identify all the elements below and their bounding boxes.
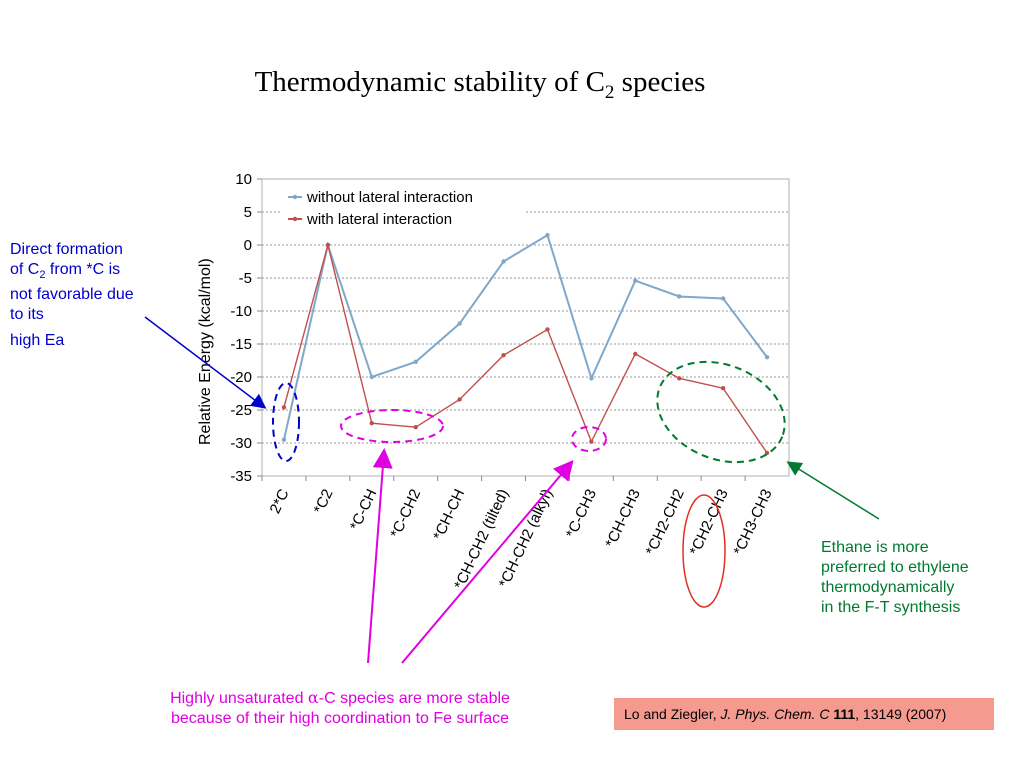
y-tick-labels: 10 5 0 -5 -10 -15 -20 -25 -30 -35	[230, 171, 252, 485]
data-point	[545, 232, 550, 238]
ethane-note-line2: preferred to ethylene	[821, 559, 969, 576]
x-tick-label: *C-CH2	[387, 487, 424, 541]
direct-note-line2: of C2 from *C is	[10, 261, 121, 282]
ethane-note-line3: thermodynamically	[821, 579, 955, 596]
data-point	[281, 405, 287, 410]
data-point	[589, 439, 594, 444]
magenta-arrow-left	[367, 448, 393, 664]
magenta-dashed-ellipse-left	[340, 409, 444, 443]
y-tick-label: -5	[239, 270, 252, 287]
data-point	[764, 355, 770, 360]
x-tick-label: 2*C	[267, 486, 293, 516]
legend-box	[282, 184, 526, 234]
data-point	[589, 376, 594, 381]
ethane-note-line4: in the F-T synthesis	[821, 599, 961, 616]
alpha-carbon-note: Highly unsaturated α-C species are more …	[110, 688, 570, 729]
direct-note-line3: not favorable due	[10, 286, 134, 304]
y-tick-label: 0	[244, 237, 252, 254]
data-point	[457, 321, 462, 326]
direct-note-line1: Direct formation	[10, 241, 123, 258]
data-point	[633, 351, 638, 357]
x-tick-label: *CH-CH3	[602, 487, 644, 551]
legend-label: with lateral interaction	[306, 211, 452, 228]
legend-label: without lateral interaction	[306, 189, 473, 206]
data-point	[501, 353, 506, 358]
ethane-note-line1: Ethane is more	[821, 539, 929, 556]
data-point	[677, 294, 682, 299]
series-line	[283, 242, 768, 454]
title-subscript: 2	[604, 81, 615, 103]
y-tick-label: 10	[235, 171, 252, 188]
y-axis-label: Relative Energy (kcal/mol)	[197, 258, 214, 445]
direct-formation-note: Direct formation of C2 from *C is not fa…	[10, 240, 180, 351]
y-tick-label: -25	[230, 402, 252, 419]
legend-marker	[292, 216, 298, 222]
blue-dashed-ellipse	[272, 382, 300, 462]
data-point	[281, 437, 287, 442]
chart-axes	[257, 178, 790, 481]
data-point	[369, 374, 374, 380]
alpha-note-line1: Highly unsaturated α-C species are more …	[170, 688, 510, 707]
green-dashed-ellipse	[656, 360, 786, 464]
data-point	[677, 376, 682, 381]
data-point	[369, 421, 374, 426]
green-arrow	[786, 461, 880, 520]
x-tick-label: *CH2-CH2	[642, 487, 687, 558]
direct-note-line5: high Ea	[10, 332, 65, 350]
data-point	[720, 296, 726, 301]
data-point	[457, 397, 462, 402]
data-point	[413, 359, 418, 365]
grid-lines	[262, 211, 789, 444]
ethane-note: Ethane is more preferred to ethylene the…	[821, 538, 1021, 618]
title-end: species	[614, 66, 706, 98]
y-tick-label: -30	[230, 435, 252, 452]
red-ellipse	[682, 494, 726, 608]
chart-legend: without lateral interaction with lateral …	[282, 184, 526, 234]
y-tick-label: -20	[230, 369, 252, 386]
x-tick-label: *C-CH	[347, 487, 381, 533]
x-tick-label: *C-CH3	[563, 487, 600, 541]
y-tick-label: -35	[230, 468, 252, 485]
data-point	[413, 424, 418, 430]
magenta-dashed-ellipse-right	[571, 426, 607, 452]
x-tick-label: *CH-CH	[430, 487, 468, 543]
data-point	[501, 259, 506, 264]
slide-title: Thermodynamic stability of C2 species	[0, 66, 960, 104]
x-tick-labels: 2*C *C2 *C-CH *C-CH2 *CH-CH*CH-CH2 (tilted)*…	[267, 486, 776, 592]
direct-note-line4: to its	[10, 306, 44, 324]
data-point	[325, 242, 331, 248]
y-tick-label: -10	[230, 303, 252, 320]
title-main: Thermodynamic stability of C	[254, 66, 605, 98]
x-tick-label: *C2	[311, 487, 337, 517]
data-point	[545, 327, 550, 332]
y-tick-label: -15	[230, 336, 252, 353]
x-tick-label: *CH3-CH3	[730, 487, 775, 558]
magenta-arrow-right	[401, 459, 574, 664]
legend-marker	[292, 194, 298, 200]
alpha-note-line2: because of their high coordination to Fe…	[171, 710, 509, 727]
data-point	[633, 278, 638, 283]
alpha-symbol: α	[307, 688, 319, 707]
blue-arrow	[144, 316, 267, 409]
y-tick-label: 5	[244, 204, 252, 221]
data-point	[720, 386, 726, 391]
series-line	[282, 233, 768, 440]
annotation-shapes	[144, 316, 880, 664]
series-lines	[281, 232, 770, 456]
reference-citation: Lo and Ziegler, J. Phys. Chem. C 111, 13…	[614, 698, 994, 730]
